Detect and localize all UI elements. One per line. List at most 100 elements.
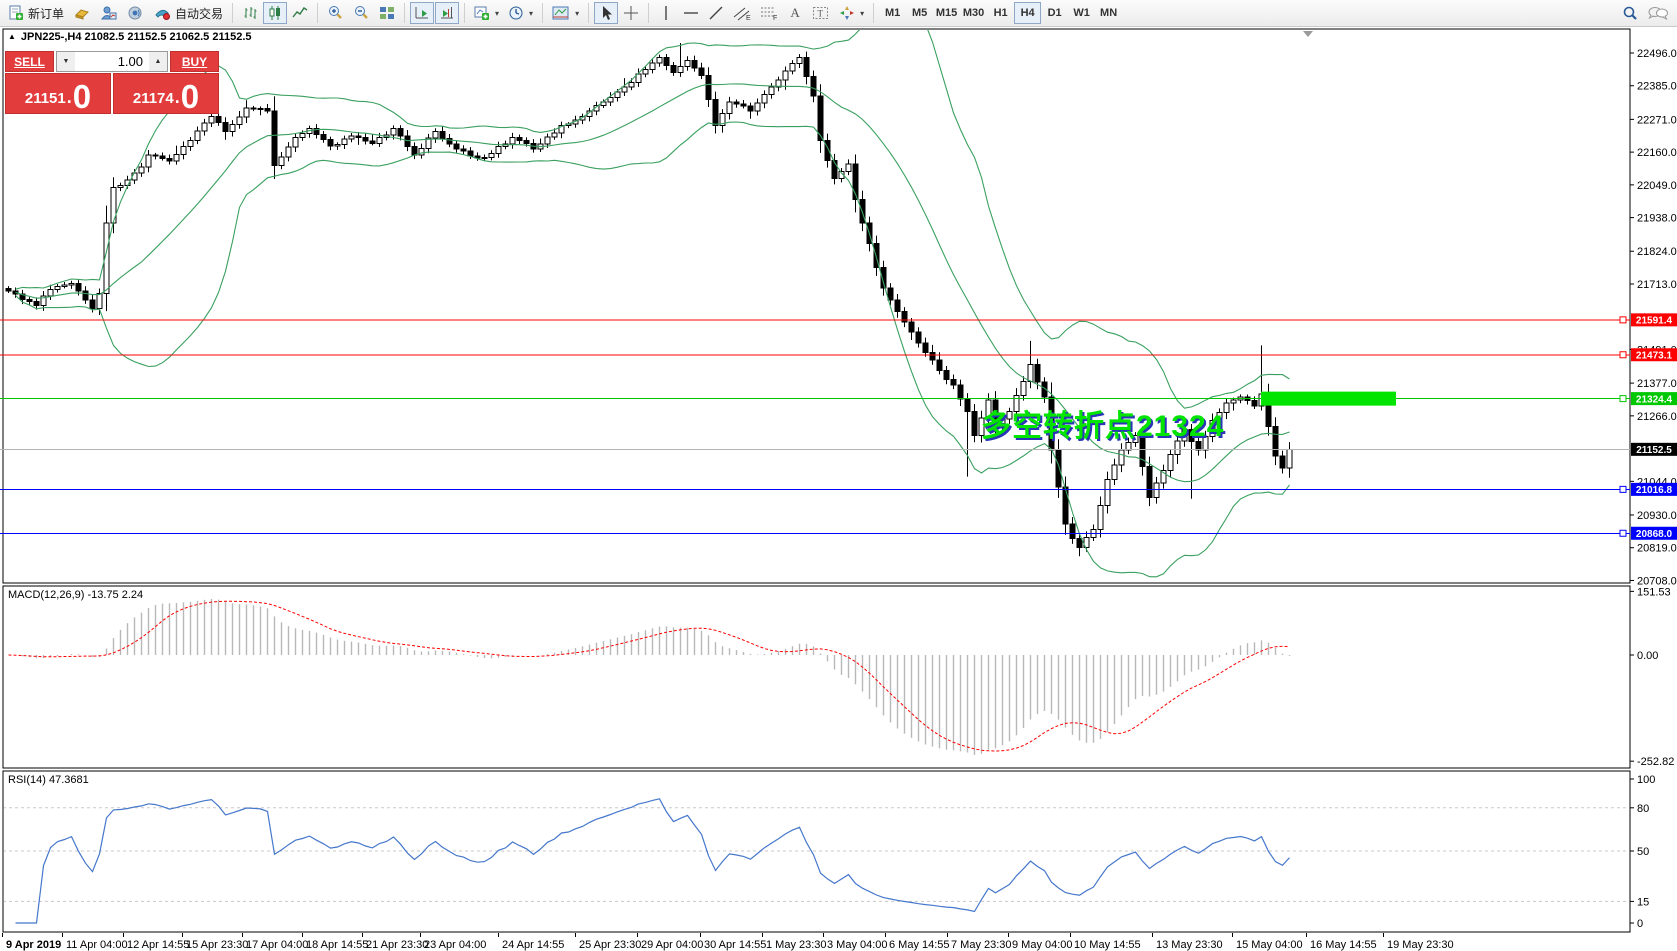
sell-button[interactable]: SELL <box>5 51 54 72</box>
candle-body <box>614 91 621 98</box>
candle-body <box>159 155 166 159</box>
candle-body <box>768 86 775 96</box>
candle-body <box>208 116 215 124</box>
candle-body <box>1034 364 1041 383</box>
accounts-button[interactable] <box>96 2 122 24</box>
candle-body <box>278 156 285 166</box>
horizontal-line-button[interactable] <box>679 2 703 24</box>
gold-button[interactable] <box>69 2 95 24</box>
buy-button[interactable]: BUY <box>170 51 219 72</box>
volume-decrease-button[interactable]: ▼ <box>57 52 75 71</box>
new-order-button[interactable]: 新订单 <box>4 2 68 24</box>
candlestick-chart-button[interactable] <box>263 2 288 24</box>
text-button[interactable]: A <box>783 2 807 24</box>
fibonacci-button[interactable]: F <box>756 2 782 24</box>
timeframe-button-m15[interactable]: M15 <box>935 7 958 19</box>
chevron-down-icon: ▾ <box>495 8 500 18</box>
bar-chart-button[interactable] <box>238 2 262 24</box>
chat-button[interactable] <box>1643 2 1673 24</box>
chart-annotation-text[interactable]: 多空转折点21324 <box>981 410 1225 443</box>
candle-body <box>362 136 369 142</box>
time-axis-label: 21 Apr 23:30 <box>366 939 428 951</box>
search-icon <box>1623 6 1637 20</box>
time-axis-label: 18 Apr 14:55 <box>306 939 368 951</box>
candle-body <box>1097 504 1104 531</box>
hline-handle <box>1619 316 1627 324</box>
buy-price-button[interactable]: 21174. 0 <box>113 73 219 114</box>
time-axis-label: 13 May 23:30 <box>1156 939 1223 951</box>
candle-body <box>474 155 481 159</box>
zoom-out-icon <box>355 6 368 19</box>
separator <box>648 3 650 23</box>
channel-button[interactable]: E <box>729 2 755 24</box>
hline-handle <box>1619 395 1627 403</box>
rsi-label: RSI(14) 47.3681 <box>8 774 89 786</box>
zoom-in-button[interactable] <box>323 2 348 24</box>
crosshair-button[interactable] <box>619 2 643 24</box>
text-label-button[interactable]: T <box>808 2 834 24</box>
vertical-line-button[interactable] <box>654 2 678 24</box>
auto-trading-label: 自动交易 <box>175 6 224 21</box>
cursor-button[interactable] <box>594 2 619 24</box>
candle-body <box>1174 440 1181 456</box>
collapse-icon[interactable]: ▲ <box>8 32 16 41</box>
price-level-label <box>1631 348 1677 362</box>
horizontal-line-icon <box>684 12 699 14</box>
candle-body <box>922 342 929 354</box>
trendline-button[interactable] <box>704 2 728 24</box>
zoom-out-button[interactable] <box>349 2 374 24</box>
time-periods-button[interactable]: ▾ <box>504 2 537 24</box>
volume-stepper: ▼ ▲ <box>56 51 168 72</box>
price-axis-tick-label: 22496.0 <box>1637 48 1677 60</box>
broadcast-button[interactable] <box>123 2 148 24</box>
timeframe-button-h4[interactable]: H4 <box>1014 2 1042 24</box>
macd-axis-tick-label: 0.00 <box>1637 650 1658 662</box>
timeframe-button-m30[interactable]: M30 <box>962 7 985 19</box>
price-level-label <box>1631 482 1677 496</box>
volume-increase-button[interactable]: ▲ <box>149 52 167 71</box>
candle-body <box>229 124 236 132</box>
indicators-button[interactable]: ▾ <box>470 2 503 24</box>
timeframe-button-mn[interactable]: MN <box>1100 7 1118 19</box>
candle-body <box>250 107 257 110</box>
candle-body <box>453 143 460 150</box>
candle-body <box>1076 538 1083 548</box>
timeframe-button-w1[interactable]: W1 <box>1073 7 1090 19</box>
candle-body <box>201 122 208 132</box>
candle-body <box>796 57 803 65</box>
candle-body <box>894 299 901 312</box>
candle-body <box>999 418 1006 427</box>
line-chart-button[interactable] <box>288 2 312 24</box>
separator <box>873 3 875 23</box>
search-button[interactable] <box>1617 2 1643 24</box>
price-axis-tick-label: 20708.0 <box>1637 575 1677 587</box>
rsi-axis-tick-label: 0 <box>1637 918 1643 930</box>
candle-body <box>1167 454 1174 472</box>
timeframe-button-h1[interactable]: H1 <box>993 7 1008 19</box>
auto-scroll-button[interactable] <box>410 2 435 24</box>
separator <box>317 3 319 23</box>
time-axis-label: 30 Apr 14:55 <box>704 939 766 951</box>
volume-input[interactable] <box>75 52 149 71</box>
text-label-icon: T <box>813 7 829 19</box>
symbol-bar: ▲ JPN225-,H4 21082.5 21152.5 21062.5 211… <box>8 31 252 43</box>
candle-body <box>173 154 180 162</box>
candle-body <box>236 116 243 126</box>
sell-price-button[interactable]: 21151. 0 <box>5 73 111 114</box>
bollinger-lower-line <box>15 121 1290 578</box>
tile-windows-button[interactable] <box>375 2 399 24</box>
separator <box>464 3 466 23</box>
timeframe-button-d1[interactable]: D1 <box>1047 7 1062 19</box>
candle-body <box>509 136 516 145</box>
timeframe-button-m1[interactable]: M1 <box>884 7 901 19</box>
templates-icon <box>552 6 569 20</box>
timeframe-button-m5[interactable]: M5 <box>911 7 928 19</box>
arrows-button[interactable]: ▾ <box>835 2 868 24</box>
chart-shift-button[interactable] <box>435 2 460 24</box>
candle-body <box>19 293 26 301</box>
auto-trading-button[interactable]: 自动交易 <box>149 2 227 24</box>
price-axis-tick-label: 21266.0 <box>1637 411 1677 423</box>
sell-price-sep: . <box>66 87 72 107</box>
templates-button[interactable]: ▾ <box>548 2 583 24</box>
